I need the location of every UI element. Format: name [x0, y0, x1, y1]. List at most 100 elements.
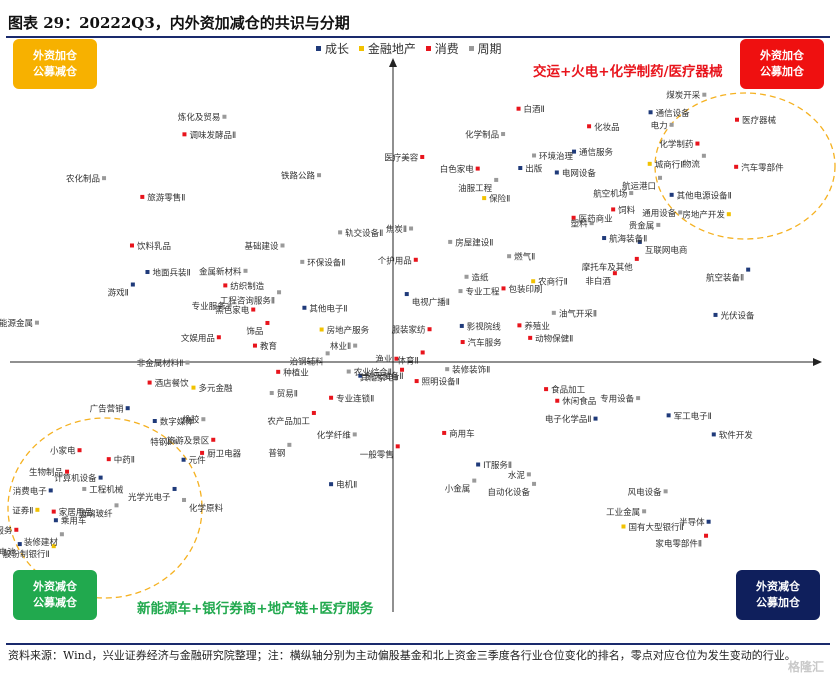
- data-point: [611, 207, 616, 212]
- data-point: [59, 532, 64, 537]
- data-point: [713, 312, 718, 317]
- source-note: 资料来源：Wind，兴业证券经济与金融研究院整理；注：横纵轴分别为主动偏股基金和…: [8, 649, 796, 662]
- data-point: [494, 177, 499, 182]
- point-label: 休闲食品: [562, 396, 596, 407]
- point-label: 光学光电子: [128, 492, 171, 503]
- point-label: 医疗服务: [0, 525, 13, 536]
- data-point: [147, 380, 152, 385]
- data-point: [65, 469, 70, 474]
- data-point: [145, 270, 150, 275]
- point-label: 调味发酵品Ⅱ: [189, 130, 236, 141]
- point-label: 电视广播Ⅱ: [412, 297, 450, 308]
- point-label: 工程咨询服务Ⅱ: [220, 295, 275, 306]
- point-label: 半导体: [679, 517, 705, 528]
- data-point: [130, 282, 135, 287]
- data-point: [706, 519, 711, 524]
- point-label: 摩托车及其他: [582, 262, 634, 273]
- data-point: [420, 154, 425, 159]
- data-point: [669, 192, 674, 197]
- point-label: 非金属材料Ⅱ: [137, 358, 184, 369]
- point-label: 风电设备: [628, 487, 663, 498]
- legend-item-finance: 金融地产: [358, 40, 416, 57]
- point-label: 环保设备Ⅱ: [307, 257, 345, 268]
- point-label: 元件: [189, 455, 207, 466]
- data-point: [353, 343, 358, 348]
- data-point: [287, 442, 292, 447]
- data-point: [252, 343, 257, 348]
- point-label: 文娱用品: [181, 333, 215, 344]
- point-label: 专业工程: [466, 287, 501, 298]
- data-point: [265, 320, 270, 325]
- point-label: 保险Ⅱ: [489, 194, 510, 205]
- data-point: [191, 385, 196, 390]
- point-label: 自动化设备: [488, 487, 531, 498]
- point-label: 商用车: [449, 428, 475, 439]
- data-point: [404, 292, 409, 297]
- point-label: 白酒Ⅱ: [524, 104, 545, 115]
- data-point: [329, 482, 334, 487]
- point-label: 医药商业: [579, 213, 613, 224]
- point-label: 生物制品: [29, 467, 63, 478]
- data-point: [182, 497, 187, 502]
- point-label: 环境治理: [539, 151, 574, 162]
- data-point: [637, 239, 642, 244]
- data-point: [243, 268, 248, 273]
- legend-item-cyclical: 周期: [468, 40, 502, 57]
- data-point: [669, 122, 674, 127]
- data-point: [656, 222, 661, 227]
- point-label: 汽车零部件: [741, 162, 784, 173]
- data-point: [185, 360, 190, 365]
- legend-label: 成长: [325, 42, 350, 56]
- point-label: 专业连锁Ⅱ: [336, 393, 374, 404]
- data-point: [420, 350, 425, 355]
- point-label: 航空机场: [593, 189, 627, 200]
- point-label: 白色家电: [440, 164, 475, 175]
- point-label: 种植业: [283, 367, 309, 378]
- point-label: 软件开发: [719, 430, 754, 441]
- point-label: 包装印刷: [509, 284, 543, 295]
- point-label: 中药Ⅱ: [114, 455, 135, 466]
- data-point: [269, 390, 274, 395]
- point-label: 贸易Ⅱ: [277, 388, 298, 399]
- highlight-circle-bottom-left: [7, 417, 203, 599]
- quadrant-line2: 公募加仓: [760, 65, 804, 78]
- point-label: 互联网电商: [645, 245, 688, 256]
- point-label: 消费电子: [13, 486, 48, 497]
- data-point: [427, 327, 432, 332]
- quadrant-line1: 外资减仓: [33, 580, 77, 593]
- point-label: 塑料: [571, 219, 589, 230]
- point-label: 数字媒体: [160, 417, 195, 428]
- point-label: 焦炭Ⅱ: [386, 224, 407, 235]
- data-point: [711, 432, 716, 437]
- data-point: [572, 149, 577, 154]
- point-label: 装修装饰Ⅱ: [452, 365, 490, 376]
- data-point: [251, 307, 256, 312]
- point-label: 酒店餐饮: [155, 378, 190, 389]
- data-point: [152, 419, 157, 424]
- point-label: 房屋建设Ⅱ: [455, 237, 493, 248]
- data-point: [17, 542, 22, 547]
- data-point: [704, 533, 709, 538]
- legend-label: 金融地产: [367, 42, 416, 56]
- point-label: 电池: [0, 547, 16, 558]
- point-label: 治钢辅料: [290, 356, 325, 367]
- data-point: [482, 196, 487, 201]
- point-label: 医疗美容: [384, 152, 419, 163]
- quadrant-line1: 外资加仓: [760, 49, 804, 62]
- data-point: [358, 373, 363, 378]
- point-label: 金属新材料: [199, 266, 242, 277]
- data-point: [701, 153, 706, 158]
- legend-item-consumer: 消费: [425, 40, 459, 57]
- callout-top-right: 交运+火电+化学制药/医疗器械: [533, 64, 723, 80]
- data-point: [532, 153, 537, 158]
- data-point: [458, 289, 463, 294]
- point-label: 轨交设备Ⅱ: [345, 228, 383, 239]
- point-label: 一般零售: [360, 449, 394, 460]
- data-point: [695, 141, 700, 146]
- point-label: 非白酒: [585, 276, 611, 287]
- data-point: [35, 507, 40, 512]
- point-label: 城商行Ⅱ: [655, 159, 685, 170]
- quadrant-badge-bottom-right: 外资减仓 公募加仓: [736, 570, 820, 620]
- point-label: 通信设备: [656, 108, 691, 119]
